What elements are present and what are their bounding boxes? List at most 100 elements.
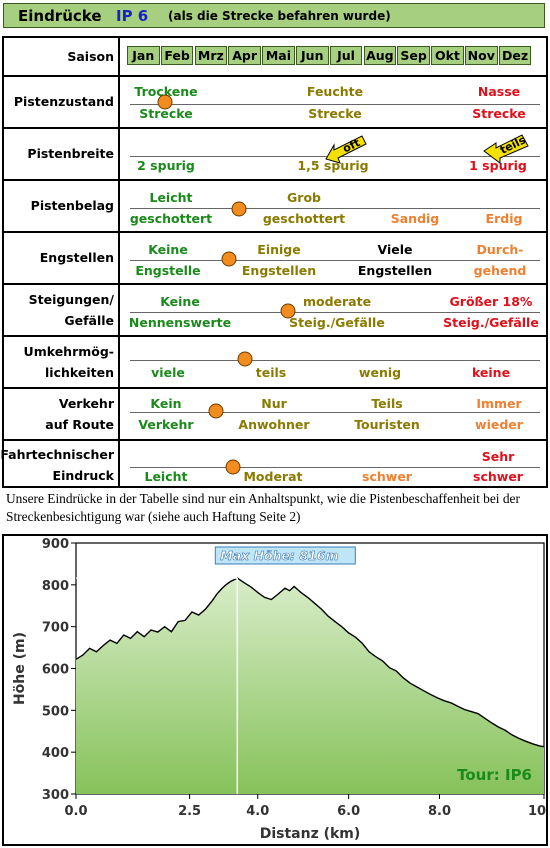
x-tick-label: 8.0 [428, 804, 451, 819]
row-label: Saison [4, 38, 120, 75]
month-dez: Dez [498, 46, 532, 65]
row-umkehr: Umkehrmög- lichkeiten viele teils wenig … [4, 335, 546, 387]
rating-marker [280, 303, 296, 319]
scale-line [130, 260, 540, 261]
tour-label: Tour: IP6 [457, 766, 532, 784]
option-label: Steig./Gefälle [289, 315, 385, 330]
row-label: Umkehrmög- lichkeiten [4, 337, 120, 387]
option-label: schwer [473, 469, 523, 484]
option-label: wieder [475, 417, 523, 432]
option-label: Einige [257, 242, 301, 257]
option-label: teils [255, 365, 287, 380]
rating-marker [225, 459, 241, 475]
row-pistenbreite: Pistenbreite 2 spurig 1,5 spurig 1 spuri… [4, 127, 546, 179]
max-annotation-label: Max Höhe: 816m [220, 548, 338, 563]
x-tick-label: 2.5 [178, 804, 201, 819]
rating-marker [157, 94, 173, 110]
row-label: Engstellen [4, 233, 120, 283]
option-label: gehend [473, 263, 527, 278]
option-label: Nasse [477, 84, 521, 99]
month-sep: Sep [397, 46, 430, 65]
row-label: Fahrtechnischer Eindruck [0, 441, 120, 486]
option-label: Sandig [390, 211, 440, 226]
row-fahrtechnisch: Fahrtechnischer Eindruck Leicht Moderat … [0, 439, 546, 486]
month-apr: Apr [228, 46, 261, 65]
option-label: Keine [160, 294, 200, 309]
option-label: Verkehr [138, 417, 194, 432]
y-tick-label: 400 [42, 746, 69, 761]
scale-line [130, 104, 540, 105]
month-feb: Feb [160, 46, 194, 65]
option-label: 2 spurig [137, 158, 195, 173]
arrow-teils-icon: teils [483, 133, 529, 164]
scale-line [130, 312, 540, 313]
month-mrz: Mrz [194, 46, 228, 65]
scale-line [130, 208, 540, 209]
option-label: Feuchte [306, 84, 364, 99]
option-label: viele [151, 365, 185, 380]
option-label: geschottert [129, 211, 213, 226]
option-label: 1 spurig [469, 158, 527, 173]
month-jan: Jan [127, 46, 160, 65]
option-label: Engstellen [241, 263, 317, 278]
arrow-teils-label: teils [498, 133, 528, 157]
option-label: schwer [362, 469, 412, 484]
row-verkehr: Verkehr auf Route Kein Verkehr Nur Anwoh… [4, 387, 546, 439]
month-nov: Nov [465, 46, 498, 65]
option-label: Strecke [139, 106, 193, 121]
row-pistenzustand: Pistenzustand Trockene Strecke Feuchte S… [4, 75, 546, 127]
row-saison: Saison Jan Feb Mrz Apr Mai Jun Jul Aug Sep Okt Nov… [4, 38, 546, 75]
option-label: Immer [476, 396, 522, 411]
elevation-chart-svg: Max Höhe: 816m 300 400 500 600 700 800 900 0.0 2.… [12, 537, 550, 842]
option-label: Anwohner [238, 417, 310, 432]
option-label: Grob [287, 190, 321, 205]
x-tick-label: 4.0 [246, 804, 269, 819]
elevation-area [76, 578, 544, 794]
option-label: Trockene [134, 84, 198, 99]
row-label: Steigungen/ Gefälle [4, 285, 120, 335]
y-tick-label: 300 [42, 788, 69, 803]
option-label: Keine [148, 242, 188, 257]
scale-line [130, 412, 540, 413]
option-label: Sehr [481, 449, 515, 464]
row-label: Pistenbelag [4, 181, 120, 231]
option-label: Größer 18% [449, 294, 533, 309]
y-tick-label: 700 [42, 621, 69, 636]
option-label: Teils [371, 396, 403, 411]
scale-line [130, 467, 540, 468]
header-subtitle: (als die Strecke befahren wurde) [168, 9, 391, 23]
header-title: Eindrücke [18, 7, 102, 25]
month-jun: Jun [296, 46, 329, 65]
option-label: Leicht [149, 190, 193, 205]
row-engstellen: Engstellen Keine Engstelle Einige Engste… [4, 231, 546, 283]
row-label: Pistenzustand [4, 77, 120, 127]
scale-line [130, 360, 540, 361]
row-pistenbelag: Pistenbelag Leicht geschottert Grob gesc… [4, 179, 546, 231]
rating-marker [231, 201, 247, 217]
y-tick-label: 800 [42, 579, 69, 594]
option-label: Strecke [472, 106, 526, 121]
option-label: moderate [302, 294, 372, 309]
elevation-line [75, 577, 545, 748]
x-tick-label: 0.0 [64, 804, 87, 819]
y-tick-label: 900 [42, 537, 69, 552]
option-label: Nennenswerte [128, 315, 232, 330]
row-label: Verkehr auf Route [4, 389, 120, 439]
arrow-oft-icon: oft [325, 135, 367, 164]
option-label: Engstelle [135, 263, 201, 278]
option-label: Viele [377, 242, 413, 257]
row-steigungen: Steigungen/ Gefälle Keine Nennenswerte m… [4, 283, 546, 335]
option-label: geschottert [262, 211, 346, 226]
month-mai: Mai [262, 46, 295, 65]
rating-marker [208, 403, 224, 419]
elevation-chart: Max Höhe: 816m 300 400 500 600 700 800 900 0.0 2.… [2, 534, 550, 846]
option-label: Strecke [308, 106, 362, 121]
impressions-table: Saison Jan Feb Mrz Apr Mai Jun Jul Aug Sep Okt Nov… [0, 36, 548, 488]
month-aug: Aug [363, 46, 397, 65]
option-label: Leicht [144, 469, 188, 484]
y-tick-label: 600 [42, 663, 69, 678]
x-tick-label: 6.0 [337, 804, 360, 819]
option-label: 1,5 spurig [297, 158, 369, 173]
option-label: keine [471, 365, 511, 380]
option-label: Durch- [476, 242, 524, 257]
